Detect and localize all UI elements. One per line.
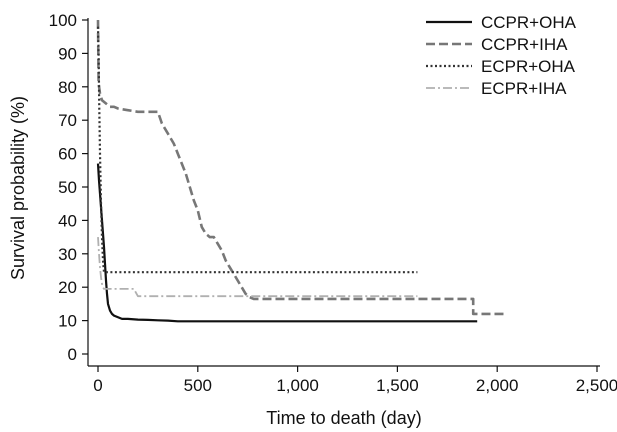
y-tick-label: 30 xyxy=(58,245,77,264)
x-tick-label: 500 xyxy=(184,376,212,395)
x-axis-title: Time to death (day) xyxy=(266,408,421,428)
series-line-ecpr-oha xyxy=(96,26,418,274)
y-tick-label: 60 xyxy=(58,145,77,164)
legend-label-ccpr-oha: CCPR+OHA xyxy=(481,13,577,32)
series-line-ccpr-iha xyxy=(96,19,506,316)
x-tick-label: 2,500 xyxy=(576,376,617,395)
y-tick-label: 90 xyxy=(58,44,77,63)
x-ticks: 0 500 1,000 1,500 2,000 2,500 xyxy=(93,366,617,395)
y-axis-title: Survival probability (%) xyxy=(8,96,28,280)
x-tick-label: 1,000 xyxy=(276,376,319,395)
plot-lines xyxy=(96,19,506,323)
y-ticks: 0 10 20 30 40 50 60 70 80 90 100 xyxy=(49,11,88,364)
legend: CCPR+OHA CCPR+IHA ECPR+OHA ECPR+IHA xyxy=(426,13,577,98)
y-tick-label: 50 xyxy=(58,178,77,197)
y-tick-label: 0 xyxy=(68,345,77,364)
y-tick-label: 100 xyxy=(49,11,77,30)
legend-label-ecpr-iha: ECPR+IHA xyxy=(481,79,567,98)
y-tick-label: 70 xyxy=(58,111,77,130)
x-tick-label: 0 xyxy=(93,376,102,395)
x-tick-label: 1,500 xyxy=(376,376,419,395)
y-tick-label: 40 xyxy=(58,211,77,230)
y-tick-label: 10 xyxy=(58,312,77,331)
y-tick-label: 80 xyxy=(58,78,77,97)
legend-label-ccpr-iha: CCPR+IHA xyxy=(481,35,568,54)
series-line-ecpr-iha xyxy=(97,237,418,298)
y-tick-label: 20 xyxy=(58,278,77,297)
x-tick-label: 2,000 xyxy=(476,376,519,395)
series-line-ccpr-oha xyxy=(96,163,478,323)
legend-label-ecpr-oha: ECPR+OHA xyxy=(481,57,576,76)
axes: 0 500 1,000 1,500 2,000 2,500 0 10 20 30 40 50 60 70… xyxy=(49,11,617,395)
